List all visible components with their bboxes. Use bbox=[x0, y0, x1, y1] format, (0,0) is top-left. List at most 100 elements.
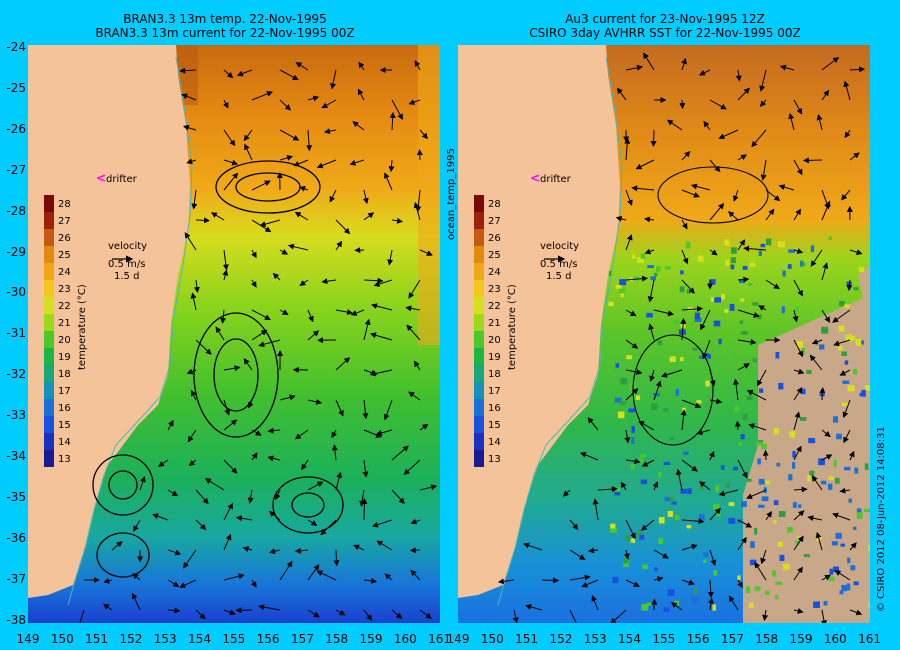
velocity-arrow bbox=[746, 390, 767, 401]
sst-speckle bbox=[854, 467, 859, 474]
velocity-arrow bbox=[625, 579, 640, 587]
velocity-arrow bbox=[267, 427, 281, 434]
velocity-arrow bbox=[362, 189, 369, 205]
sst-speckle bbox=[673, 319, 680, 325]
velocity-arrow bbox=[675, 468, 683, 491]
sst-speckle bbox=[653, 392, 660, 397]
colorbar-swatch bbox=[44, 195, 54, 212]
sst-speckle bbox=[608, 301, 614, 307]
velocity-arrow bbox=[190, 292, 197, 311]
velocity-arrow bbox=[681, 279, 695, 294]
temperature-colorbar: 28 27 26 25 24 23 22 21 20 19 18 17 16 15 14 13 bbox=[474, 195, 501, 467]
velocity-arrow bbox=[680, 317, 687, 341]
colorbar-tick-label: 18 bbox=[488, 369, 501, 380]
sst-speckle bbox=[718, 338, 722, 345]
velocity-arrow bbox=[323, 128, 337, 135]
sst-speckle bbox=[838, 345, 843, 351]
velocity-arrow bbox=[670, 602, 683, 611]
velocity-arrow bbox=[293, 159, 309, 167]
velocity-arrow bbox=[591, 595, 599, 611]
sst-speckle bbox=[841, 402, 849, 407]
sst-speckle bbox=[663, 607, 670, 613]
velocity-arrow bbox=[759, 69, 767, 92]
velocity-arrow bbox=[335, 357, 351, 371]
sst-speckle bbox=[809, 470, 815, 477]
copyright-label: © CSIRO 2012 08-Jun-2012 14:08:31 bbox=[876, 426, 887, 612]
velocity-arrow bbox=[788, 112, 795, 131]
velocity-arrow bbox=[408, 391, 421, 401]
colorbar-tick-label: 14 bbox=[488, 437, 501, 448]
sst-speckle bbox=[827, 576, 835, 582]
sst-speckle bbox=[724, 309, 729, 313]
sst-speckle bbox=[741, 331, 748, 335]
sst-speckle bbox=[747, 282, 753, 287]
sst-speckle bbox=[829, 568, 834, 575]
velocity-arrow bbox=[644, 216, 655, 223]
colorbar-tick-label: 21 bbox=[58, 318, 71, 329]
velocity-arrow bbox=[287, 243, 309, 251]
colorbar-swatch bbox=[474, 280, 484, 297]
velocity-arrow bbox=[186, 158, 197, 165]
velocity-arrow bbox=[191, 189, 198, 210]
velocity-arrow bbox=[832, 309, 851, 323]
right-panel-title: Au3 current for 23-Nov-1995 12Z CSIRO 3d… bbox=[470, 12, 860, 40]
sst-speckle bbox=[778, 511, 786, 517]
colorbar-swatch bbox=[44, 382, 54, 399]
velocity-arrow bbox=[839, 369, 851, 376]
velocity-arrow bbox=[369, 369, 393, 377]
right-title-line1: Au3 current for 23-Nov-1995 12Z bbox=[565, 12, 765, 26]
velocity-arrow bbox=[243, 129, 253, 142]
velocity-arrow bbox=[652, 481, 659, 491]
velocity-arrow bbox=[597, 486, 618, 493]
sst-speckle bbox=[765, 238, 772, 246]
velocity-arrow bbox=[512, 609, 519, 623]
sst-speckle bbox=[664, 497, 671, 502]
velocity-arrow bbox=[419, 423, 429, 431]
velocity-arrow bbox=[793, 608, 804, 614]
velocity-arrow bbox=[839, 487, 851, 494]
sst-speckle bbox=[800, 388, 806, 395]
velocity-arrow bbox=[743, 245, 767, 252]
colorbar-tick-label: 24 bbox=[58, 267, 71, 278]
velocity-arrow bbox=[709, 249, 718, 256]
velocity-arrow bbox=[843, 80, 851, 101]
sst-speckle bbox=[787, 264, 792, 269]
velocity-arrow bbox=[842, 399, 851, 419]
velocity-arrow bbox=[681, 305, 704, 312]
sst-speckle bbox=[713, 570, 718, 576]
sst-speckle bbox=[687, 488, 692, 495]
velocity-arrow bbox=[330, 69, 337, 90]
sst-speckle bbox=[758, 250, 762, 256]
velocity-arrow bbox=[349, 159, 365, 166]
velocity-arrow bbox=[592, 498, 599, 521]
velocity-arrow bbox=[631, 185, 655, 192]
sst-speckle bbox=[772, 570, 777, 577]
velocity-arrow bbox=[131, 592, 141, 611]
velocity-arrow bbox=[690, 183, 711, 191]
velocity-arrow bbox=[681, 249, 689, 265]
velocity-arrow bbox=[718, 129, 739, 140]
velocity-arrow bbox=[222, 269, 229, 281]
velocity-arrow bbox=[587, 417, 599, 431]
sst-speckle bbox=[748, 602, 754, 608]
sst-speckle bbox=[795, 305, 799, 312]
velocity-arrow bbox=[696, 429, 711, 436]
colorbar-swatch bbox=[44, 433, 54, 450]
velocity-arrow bbox=[765, 279, 780, 290]
velocity-arrow bbox=[250, 279, 257, 288]
sst-speckle bbox=[625, 535, 631, 542]
velocity-arrow bbox=[737, 339, 757, 345]
sst-speckle bbox=[734, 406, 740, 413]
velocity-arrow bbox=[235, 515, 253, 522]
velocity-arrow bbox=[301, 459, 309, 471]
sst-speckle bbox=[628, 383, 636, 391]
velocity-arrow bbox=[299, 186, 309, 192]
velocity-arrow bbox=[846, 279, 853, 292]
velocity-arrow bbox=[849, 66, 866, 73]
velocity-arrow bbox=[707, 597, 714, 611]
sst-speckle bbox=[620, 293, 624, 298]
sst-speckle bbox=[692, 347, 698, 351]
land-mass bbox=[28, 45, 190, 598]
velocity-arrow bbox=[182, 124, 197, 131]
colorbar-swatch bbox=[474, 365, 484, 382]
